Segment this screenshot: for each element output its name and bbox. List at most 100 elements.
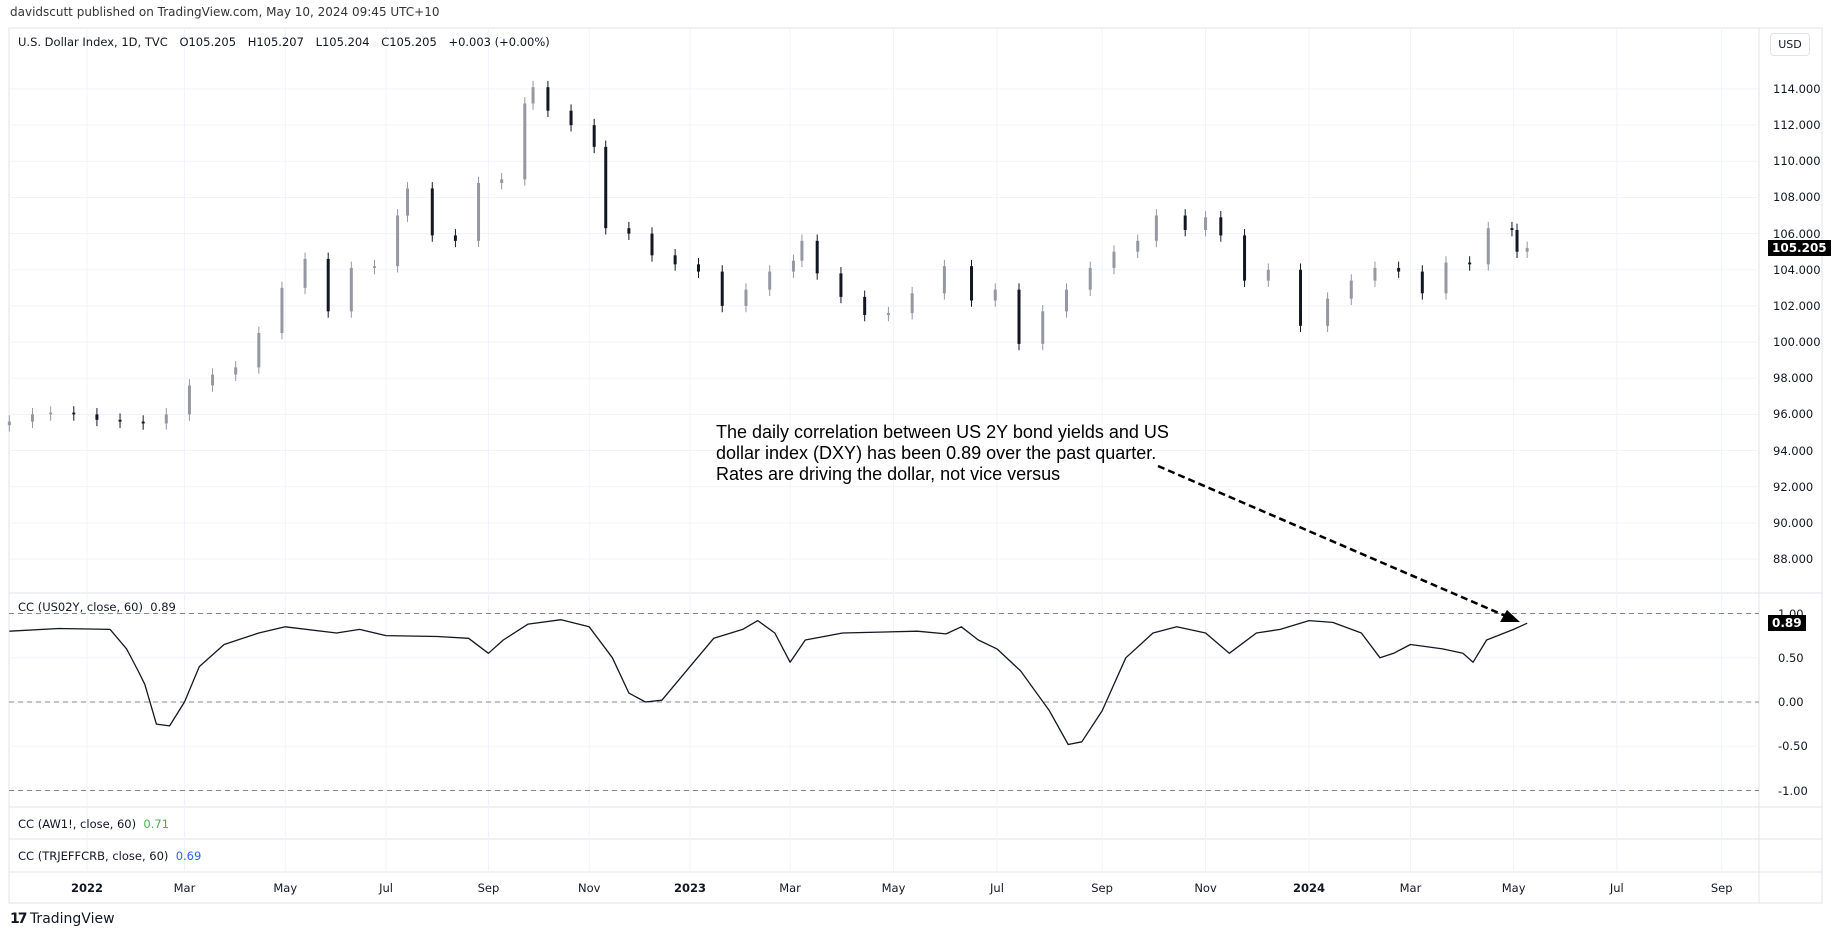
candle-body [453,235,457,241]
candle-body [863,296,867,315]
time-axis-label: Jul [990,881,1004,895]
time-axis-label: Mar [779,881,801,895]
candle-body [1299,269,1303,326]
candle-body [1515,230,1519,252]
candle-body [280,287,284,334]
indicator-label: CC (TRJEFFCRB, close, 60) [18,849,169,863]
indicator-legend-us02y[interactable]: CC (US02Y, close, 60) 0.89 [18,600,176,614]
candle-body [95,414,99,420]
candle-body [800,240,804,261]
candle-body [211,374,215,386]
time-axis-label: Mar [173,881,196,895]
ohlc-open: O105.205 [179,35,237,49]
tradingview-logo[interactable]: 17 TradingView [10,911,115,927]
candle-body [1219,217,1223,236]
candle-body [234,367,238,375]
ohlc-low: L105.204 [315,35,370,49]
candle-body [477,183,481,241]
candle-body [1136,240,1140,252]
candle-body [1349,280,1353,299]
currency-button[interactable]: USD [1770,33,1810,56]
candle-body [744,289,748,306]
symbol-name[interactable]: U.S. Dollar Index, 1D, TVC [18,35,168,49]
candle-body [1183,215,1187,230]
candle-body [696,264,700,272]
candle-body [592,125,596,147]
candle-body [650,233,654,256]
time-axis-label: Jul [379,881,393,895]
time-axis-label: Nov [1194,881,1217,895]
candle-body [1373,267,1377,281]
candle-body [1088,267,1092,290]
candle-body [396,215,400,267]
candle-body [970,266,974,301]
candle-body [1468,262,1472,265]
candle-body [523,103,527,180]
time-axis-label: 2024 [1292,881,1326,895]
time-axis-label: Sep [1710,881,1733,895]
indicator-legend-trjeffcrb[interactable]: CC (TRJEFFCRB, close, 60) 0.69 [18,849,201,863]
candle-body [49,412,53,415]
ohlc-high: H105.207 [247,35,304,49]
time-axis-label: May [881,881,906,895]
candle-body [372,266,376,268]
candle-body [1017,289,1021,344]
price-axis-label: 114.000 [1773,82,1821,96]
candle-body [720,271,724,306]
annotation-text[interactable]: The daily correlation between US 2Y bond… [716,422,1169,484]
indicator-axis-label: 0.50 [1778,650,1804,665]
candle-body [1154,215,1158,241]
ohlc-close: C105.205 [381,35,437,49]
candle-body [1486,228,1490,265]
candle-body [326,258,330,312]
candle-body [942,266,946,294]
candle-body [164,414,168,424]
candle-body [257,333,261,368]
candle-body [1420,271,1424,294]
candle-body [1266,269,1270,281]
time-axis-label: Nov [577,881,601,895]
time-axis-label: Sep [477,881,500,895]
time-axis-label: Jul [1609,881,1624,895]
candle-body [72,412,76,415]
time-axis-label: Sep [1091,881,1113,895]
chart-frame [8,27,1823,904]
price-axis-label: 110.000 [1773,154,1821,169]
price-axis-label: 102.000 [1773,298,1821,313]
indicator-value: 0.71 [143,817,170,831]
candle-body [349,267,353,312]
price-axis-label: 108.000 [1773,190,1821,205]
candle-body [993,289,997,301]
symbol-legend: U.S. Dollar Index, 1D, TVC O105.205 H105… [18,35,558,49]
candle-body [141,421,145,424]
candle-body [569,110,573,126]
price-axis-label: 104.000 [1773,262,1821,277]
tradingview-logo-icon: 17 [10,911,28,927]
indicator-label: CC (AW1!, close, 60) [18,817,137,831]
time-axis-label: Mar [1399,881,1422,895]
indicator-axis-label: 0.00 [1778,695,1804,709]
indicator-value: 0.69 [175,849,202,863]
candle-body [839,273,843,297]
time-axis-label: 2022 [70,881,104,895]
last-price-label: 105.205 [1768,239,1831,256]
candle-body [1064,289,1068,312]
indicator-legend-aw1[interactable]: CC (AW1!, close, 60) 0.71 [18,817,169,831]
candle-body [1397,267,1401,272]
candle-body [886,313,890,315]
candle-body [118,419,122,422]
candle-body [1204,217,1208,230]
indicator-value: 0.89 [150,600,176,614]
candle-body [531,87,535,104]
candle-body [1326,298,1330,326]
candle-body [7,421,11,426]
candle-body [1112,251,1116,268]
indicator-axis-label: -1.00 [1778,783,1808,798]
price-axis-label: 98.000 [1773,371,1814,386]
candle-body [1510,228,1514,230]
price-axis-label: 106.000 [1773,226,1821,241]
brand-name: TradingView [29,911,115,927]
correlation-line [9,619,1528,746]
ohlc-change: +0.003 (+0.00%) [448,35,550,49]
